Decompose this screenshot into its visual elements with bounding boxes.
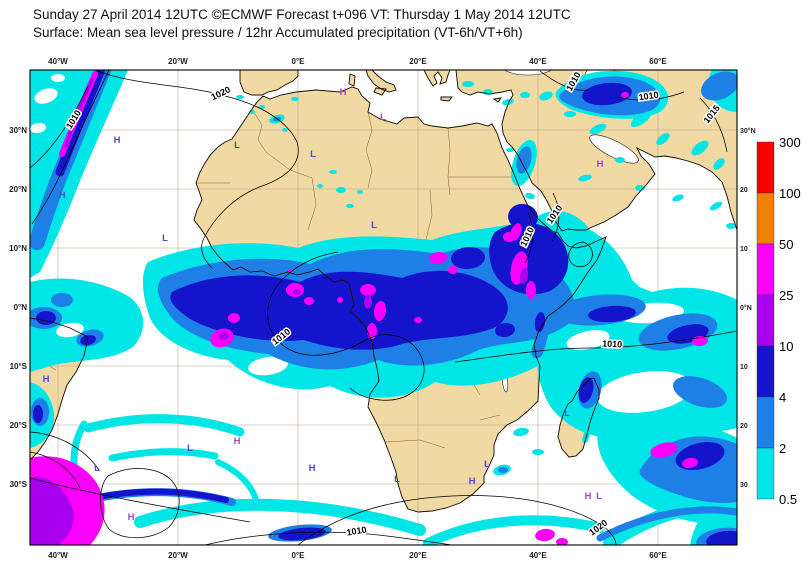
axis-tick-label: 10 <box>740 246 748 253</box>
axis-tick-label: 30 <box>740 482 748 489</box>
axis-tick-label: 40°E <box>529 551 547 560</box>
axis-tick-label: 30°S <box>10 480 28 489</box>
pressure-marker: H <box>585 491 592 502</box>
left-axis-labels: 30°N 20°N 10°N 0°N 10°S 20°S 30°S <box>9 126 28 489</box>
axis-tick-label: 10 <box>740 364 748 371</box>
axis-tick-label: 10°N <box>9 244 27 253</box>
axis-tick-label: 20°E <box>409 551 427 560</box>
legend-value: 100 <box>779 186 801 201</box>
legend-value: 0.5 <box>779 492 797 507</box>
map-frame <box>29 69 738 546</box>
axis-tick-label: 20°N <box>9 185 27 194</box>
title-line-2: Surface: Mean sea level pressure / 12hr … <box>33 25 523 40</box>
pressure-markers-purple: H L H H H H L <box>128 87 604 523</box>
axis-tick-label: 20°W <box>168 57 188 66</box>
axis-tick-label: 40°W <box>48 551 68 560</box>
pressure-marker: H <box>469 476 476 487</box>
axis-tick-label: 0°N <box>740 304 752 312</box>
legend-band-4-2 <box>756 396 775 449</box>
legend-band-300-100 <box>756 141 775 194</box>
pressure-marker: L <box>234 140 240 151</box>
axis-tick-label: 60°E <box>649 551 667 560</box>
pressure-marker: H <box>59 190 66 201</box>
pressure-contours <box>30 70 737 545</box>
top-axis-labels: 40°W 20°W 0°E 20°E 40°E 60°E <box>48 57 667 66</box>
legend-band-100-50 <box>756 192 775 245</box>
pressure-marker: L <box>371 220 377 231</box>
axis-tick-label: 40°W <box>48 57 68 66</box>
black-sea <box>504 70 552 76</box>
pressure-marker: L <box>394 474 400 485</box>
right-axis-labels: 30°N 20 10 0°N 10 20 30 <box>740 127 756 489</box>
pressure-marker: L <box>187 443 193 454</box>
contour-label: 1010 <box>346 525 367 538</box>
pressure-marker: L <box>564 408 570 419</box>
axis-tick-label: 60°E <box>649 57 667 66</box>
legend-value: 25 <box>779 288 793 303</box>
legend-value: 50 <box>779 237 793 252</box>
contour-label: 1010 <box>602 338 623 349</box>
legend-band-2-05 <box>756 447 775 500</box>
axis-tick-label: 30°N <box>9 126 27 135</box>
pressure-marker: H <box>128 512 135 523</box>
legend-band-25-10 <box>756 294 775 347</box>
pressure-marker: H <box>309 463 316 474</box>
axis-tick-label: 0°E <box>292 551 306 560</box>
legend-value: 10 <box>779 339 793 354</box>
pressure-marker: H <box>597 159 604 170</box>
legend-band-50-25 <box>756 243 775 296</box>
precip-extreme-bands <box>64 78 94 148</box>
pressure-marker: L <box>380 112 386 123</box>
title-line-1: Sunday 27 April 2014 12UTC ©ECMWF Foreca… <box>33 7 571 22</box>
axis-tick-label: 20°E <box>409 57 427 66</box>
axis-tick-label: 30°N <box>740 127 756 135</box>
axis-tick-label: 0°N <box>14 303 28 312</box>
pressure-marker: L <box>484 459 490 470</box>
axis-tick-label: 0°E <box>292 57 306 66</box>
axis-tick-label: 20 <box>740 187 748 194</box>
pressure-markers-blue: L H H L L L H L L H L H L L <box>43 135 571 487</box>
pressure-marker: H <box>234 436 241 447</box>
contour-label: 1010 <box>638 90 659 103</box>
axis-tick-label: 20°W <box>168 551 188 560</box>
precip-legend: 300 100 50 25 10 4 2 0.5 <box>756 135 801 507</box>
pressure-marker: H <box>114 135 121 146</box>
pressure-marker: H <box>43 374 50 385</box>
axis-tick-label: 20 <box>740 423 748 430</box>
axis-tick-label: 10°S <box>10 362 28 371</box>
precip-extreme-layer <box>30 268 529 545</box>
pressure-marker: H <box>340 87 347 98</box>
persian-gulf <box>589 134 639 164</box>
axis-tick-label: 20°S <box>10 421 28 430</box>
legend-value: 300 <box>779 135 801 150</box>
pressure-marker: L <box>310 149 316 160</box>
pressure-marker: L <box>162 233 168 244</box>
axis-tick-label: 40°E <box>529 57 547 66</box>
pressure-marker: L <box>596 491 602 502</box>
bottom-axis-labels: 40°W 20°W 0°E 20°E 40°E 60°E <box>48 551 667 560</box>
legend-value: 2 <box>779 441 786 456</box>
pressure-marker: L <box>94 463 100 474</box>
legend-band-10-4 <box>756 345 775 398</box>
legend-value: 4 <box>779 390 786 405</box>
